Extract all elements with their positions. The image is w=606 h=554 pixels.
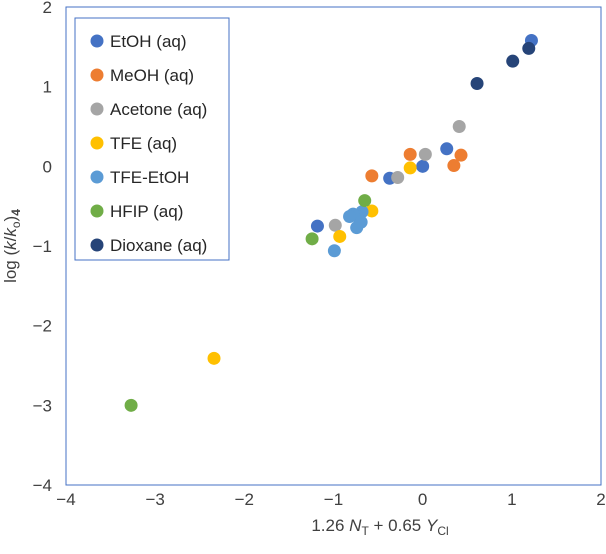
data-point <box>333 229 347 243</box>
x-tick-label: 2 <box>596 490 605 509</box>
legend-marker <box>90 238 104 252</box>
legend-entry: HFIP (aq) <box>110 202 183 221</box>
y-tick-label: −4 <box>33 476 52 495</box>
legend-marker <box>90 102 104 116</box>
legend-marker <box>90 136 104 150</box>
data-point <box>310 219 324 233</box>
data-point <box>416 159 430 173</box>
data-point <box>440 142 454 156</box>
data-point <box>418 147 432 161</box>
x-tick-label: −2 <box>235 490 254 509</box>
x-tick-label: −1 <box>324 490 343 509</box>
y-tick-label: 2 <box>43 0 52 17</box>
legend-marker <box>90 170 104 184</box>
legend-entry: MeOH (aq) <box>110 66 194 85</box>
x-tick-label: 0 <box>418 490 427 509</box>
data-point <box>343 210 357 224</box>
legend-marker <box>90 204 104 218</box>
data-point <box>391 170 405 184</box>
data-point <box>452 120 466 133</box>
y-tick-label: −1 <box>33 237 52 256</box>
legend-entry: Acetone (aq) <box>110 100 207 119</box>
y-axis-ticks: −4 −3 −2 −1 0 1 2 <box>33 0 52 495</box>
data-point <box>124 398 138 412</box>
legend-marker <box>90 68 104 82</box>
data-point <box>403 161 417 175</box>
y-tick-label: 1 <box>43 78 52 97</box>
data-point <box>327 244 341 258</box>
x-tick-label: −3 <box>145 490 164 509</box>
data-points <box>124 33 538 412</box>
x-axis-title: 1.26 NT + 0.65 YCl <box>311 516 448 538</box>
legend-marker <box>90 34 104 48</box>
y-axis-title: log (k/ko)4 <box>1 209 23 283</box>
plot-area-border <box>65 6 602 486</box>
data-point <box>365 169 379 183</box>
legend-entry: Dioxane (aq) <box>110 236 207 255</box>
y-tick-label: 0 <box>43 157 52 176</box>
data-point <box>358 194 372 208</box>
data-point <box>522 41 536 55</box>
x-tick-label: 1 <box>507 490 516 509</box>
data-point <box>305 232 319 246</box>
data-point <box>470 76 484 90</box>
y-tick-label: −2 <box>33 317 52 336</box>
data-point <box>354 215 368 229</box>
data-point <box>207 351 221 365</box>
data-point <box>447 159 461 173</box>
legend-entry: TFE (aq) <box>110 134 177 153</box>
legend-entry: EtOH (aq) <box>110 32 187 51</box>
data-point <box>365 204 379 218</box>
x-tick-label: −4 <box>56 490 75 509</box>
y-tick-label: −3 <box>33 396 52 415</box>
x-axis-ticks: −4 −3 −2 −1 0 1 2 <box>56 490 605 509</box>
data-point <box>403 147 417 161</box>
legend: EtOH (aq) MeOH (aq) Acetone (aq) TFE (aq) TF… <box>74 17 230 261</box>
data-point <box>506 54 520 68</box>
legend-entry: TFE-EtOH <box>110 168 189 187</box>
data-point <box>328 218 342 232</box>
data-point <box>454 148 468 162</box>
